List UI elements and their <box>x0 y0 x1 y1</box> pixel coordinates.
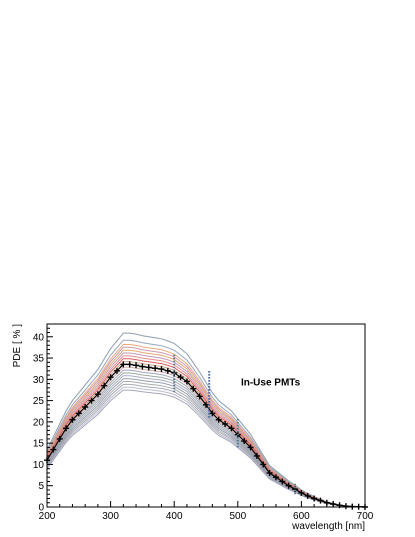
y-tick-label: 25 <box>33 396 45 407</box>
mean-point <box>101 382 108 389</box>
y-tick-label: 30 <box>33 375 45 386</box>
mean-point <box>228 425 235 432</box>
mean-point <box>183 378 190 385</box>
mean-point <box>177 374 184 381</box>
mean-point <box>63 425 70 432</box>
x-tick-label: 400 <box>166 511 183 522</box>
mean-point <box>285 482 292 489</box>
measurement-markers <box>173 353 297 495</box>
x-tick-label: 600 <box>293 511 310 522</box>
mean-point <box>82 403 89 410</box>
x-tick-label: 300 <box>102 511 119 522</box>
plot-frame <box>46 323 366 508</box>
mean-point <box>272 474 279 481</box>
y-tick-label: 10 <box>33 460 45 471</box>
mean-point <box>139 363 146 370</box>
y-tick-label: 20 <box>33 417 45 428</box>
y-tick-label: 15 <box>33 439 45 450</box>
pmt-curves <box>46 332 366 508</box>
mean-point <box>145 364 152 371</box>
mean-point <box>317 497 324 504</box>
mean-point <box>266 469 273 476</box>
y-tick-label: 40 <box>33 332 45 343</box>
pmt-curve <box>46 361 366 508</box>
mean-point <box>241 438 248 445</box>
mean-point <box>190 385 197 392</box>
mean-point <box>152 365 159 372</box>
mean-point <box>113 367 120 374</box>
pmt-curve <box>46 344 366 508</box>
mean-point <box>253 452 260 459</box>
mean-point <box>69 416 76 423</box>
in-use-pmts-annotation: In-Use PMTs <box>241 378 301 389</box>
pmt-curve <box>46 332 366 508</box>
x-axis-ticks: 200 300 400 500 600 700 <box>39 501 374 522</box>
mean-point <box>215 416 222 423</box>
y-tick-label: 35 <box>33 354 45 365</box>
mean-point <box>164 367 171 374</box>
mean-point <box>158 366 165 373</box>
mean-point <box>88 397 95 404</box>
x-tick-label: 700 <box>357 511 374 522</box>
mean-point <box>260 461 267 468</box>
y-axis-label: PDE [ % ] <box>12 324 23 368</box>
mean-point <box>304 492 311 499</box>
pmt-curve <box>46 389 366 508</box>
mean-point <box>311 495 318 502</box>
x-tick-label: 200 <box>39 511 56 522</box>
mean-point <box>209 410 216 417</box>
mean-point <box>56 435 63 442</box>
pmt-curve <box>46 358 366 508</box>
x-axis-label: wavelength [nm] <box>291 521 365 532</box>
y-tick-label: 0 <box>38 503 44 514</box>
mean-point <box>75 410 82 417</box>
mean-point <box>203 401 209 408</box>
mean-point <box>196 393 203 400</box>
y-axis-ticks: 0 5 10 15 20 25 30 35 40 <box>33 327 53 514</box>
mean-point <box>330 501 337 508</box>
y-tick-label: 5 <box>38 481 44 492</box>
mean-point <box>133 362 140 369</box>
pmt-curve <box>46 346 366 508</box>
mean-point <box>279 478 286 485</box>
x-tick-label: 500 <box>229 511 246 522</box>
mean-point <box>342 503 349 510</box>
mean-point <box>298 489 305 496</box>
mean-point <box>126 361 133 368</box>
mean-point <box>247 444 254 451</box>
mean-point <box>50 446 57 453</box>
pmt-curve <box>46 352 366 508</box>
mean-point <box>222 421 229 428</box>
mean-point <box>107 374 114 381</box>
mean-point <box>94 391 101 398</box>
mean-point <box>120 361 127 368</box>
